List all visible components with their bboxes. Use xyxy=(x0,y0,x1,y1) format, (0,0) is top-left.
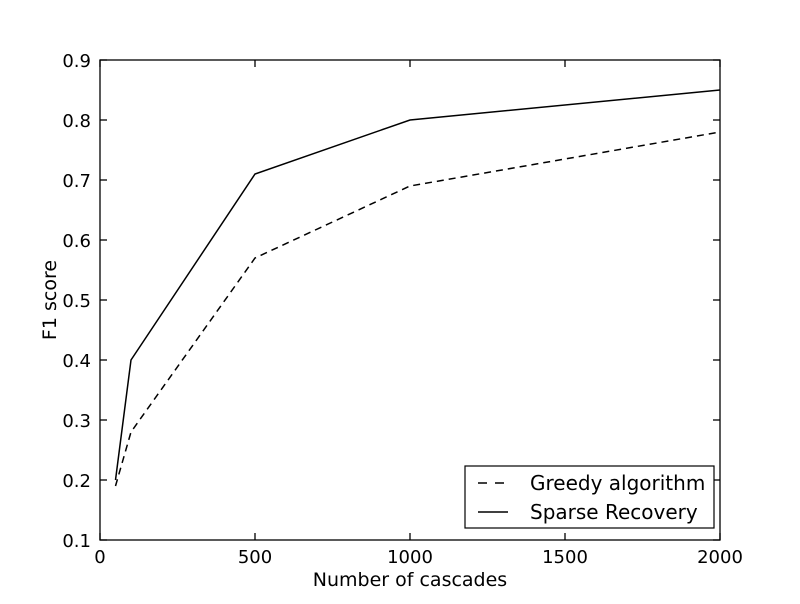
y-tick-label: 0.3 xyxy=(62,411,91,432)
y-tick-label: 0.6 xyxy=(62,231,91,252)
y-tick-label: 0.4 xyxy=(62,351,91,372)
series-line-greedy-algorithm xyxy=(114,131,721,487)
y-tick-label: 0.2 xyxy=(62,471,91,492)
legend-label-sparse-recovery: Sparse Recovery xyxy=(530,500,698,524)
data-series xyxy=(114,89,721,487)
x-tick-label: 1500 xyxy=(542,547,588,568)
y-tick-label: 0.5 xyxy=(62,291,91,312)
x-tick-label: 0 xyxy=(94,547,105,568)
y-tick-label: 0.8 xyxy=(62,111,91,132)
x-tick-label: 1000 xyxy=(387,547,433,568)
x-tick-label: 2000 xyxy=(697,547,743,568)
legend: Greedy algorithm Sparse Recovery xyxy=(464,465,715,529)
x-axis-label: Number of cascades xyxy=(313,569,507,591)
x-tick-label: 500 xyxy=(238,547,272,568)
legend-border xyxy=(464,465,715,529)
y-tick-label: 0.7 xyxy=(62,171,91,192)
y-tick-label: 0.1 xyxy=(62,531,91,552)
tick-marks xyxy=(99,59,721,541)
y-axis-label: F1 score xyxy=(39,260,61,340)
y-tick-label: 0.9 xyxy=(62,51,91,72)
legend-label-greedy-algorithm: Greedy algorithm xyxy=(530,471,705,495)
series-line-sparse-recovery xyxy=(114,89,721,481)
tick-labels: 0 500 1000 1500 2000 0.1 0.2 0.3 0.4 0.5 0.6 0.7 0.8… xyxy=(62,51,743,568)
